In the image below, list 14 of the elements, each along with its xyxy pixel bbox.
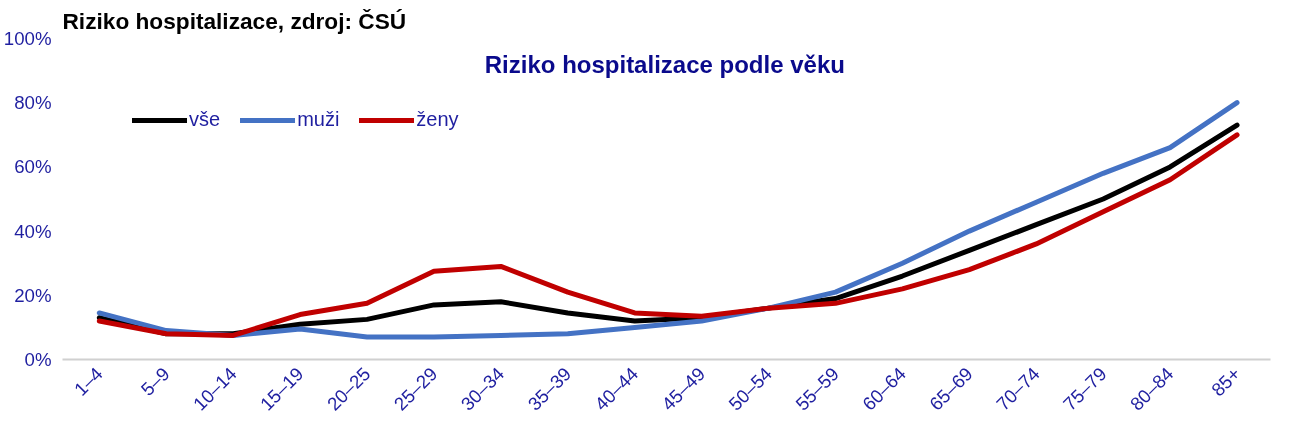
y-tick-label: 40% — [14, 220, 52, 242]
x-tick-label: 5–9 — [136, 363, 174, 400]
y-tick-label: 80% — [14, 92, 52, 114]
y-tick-label: 100% — [3, 28, 52, 49]
legend-label: muži — [297, 108, 340, 131]
legend-label: ženy — [416, 108, 459, 131]
y-tick-label: 60% — [14, 156, 52, 178]
x-tick-label: 1–4 — [69, 363, 107, 400]
y-tick-label: 20% — [14, 284, 52, 306]
text: Riziko hospitalizace podle věku — [484, 50, 845, 78]
y-tick-label: 0% — [24, 349, 52, 370]
legend-label: vše — [189, 108, 221, 131]
chart-title: Riziko hospitalizace, zdroj: ČSÚ — [62, 7, 407, 34]
x-tick-label: 85+ — [1207, 363, 1245, 401]
